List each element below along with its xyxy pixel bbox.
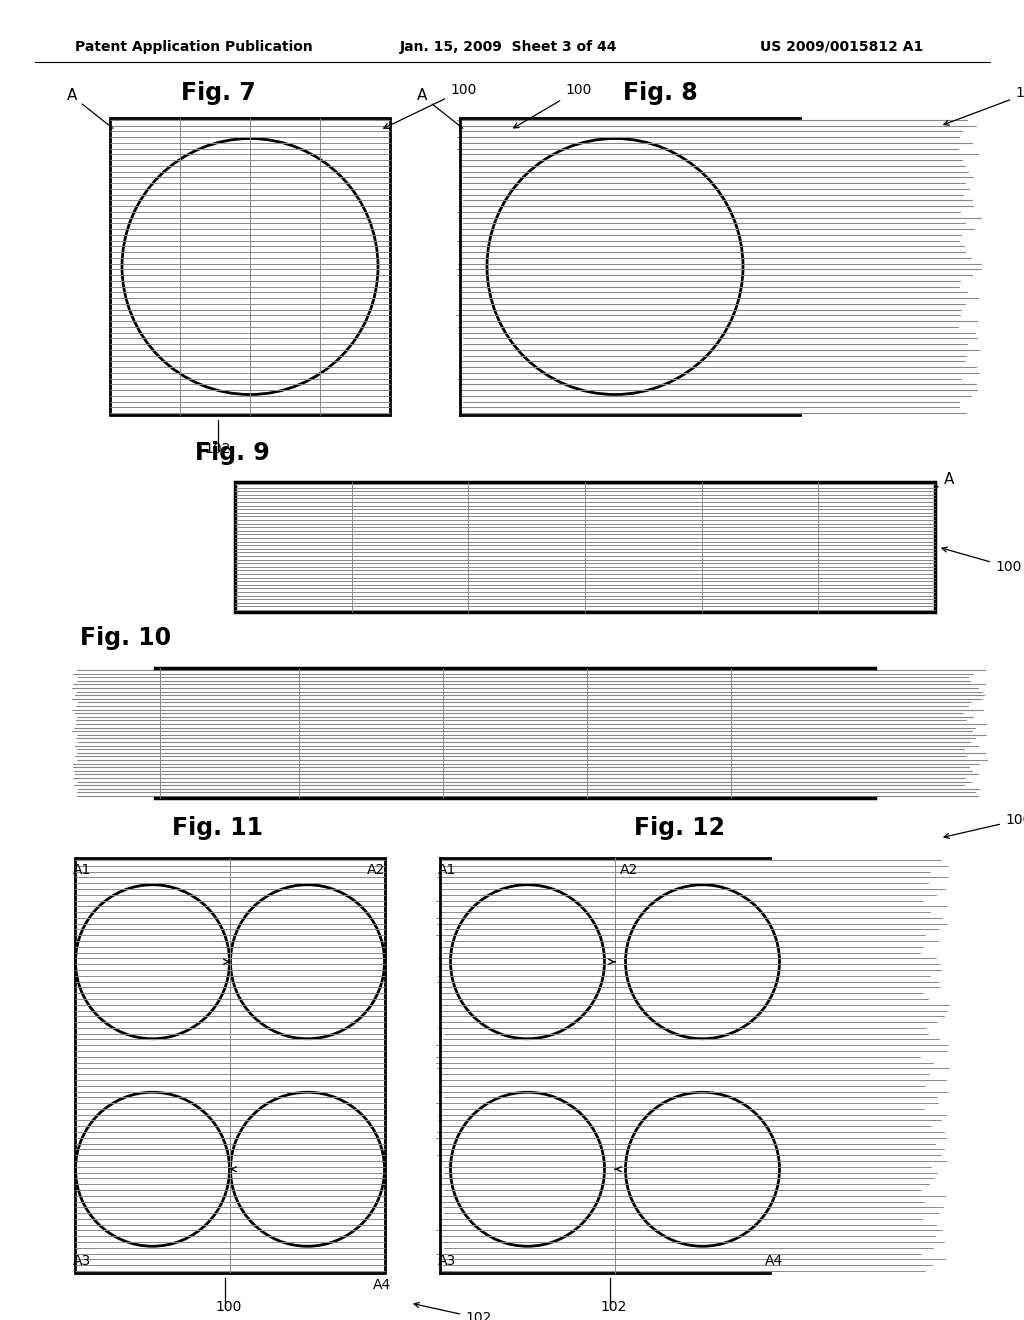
- Text: 102: 102: [414, 1303, 492, 1320]
- Text: A2: A2: [367, 863, 385, 876]
- Text: US 2009/0015812 A1: US 2009/0015812 A1: [760, 40, 924, 54]
- Text: A: A: [944, 473, 954, 487]
- Bar: [234, 482, 935, 612]
- Text: 100: 100: [384, 83, 476, 128]
- Text: A2: A2: [620, 863, 638, 876]
- Text: Fig. 8: Fig. 8: [623, 81, 697, 106]
- Text: 100: 100: [514, 83, 592, 128]
- Text: A3: A3: [73, 1254, 91, 1269]
- Text: 102: 102: [944, 86, 1024, 125]
- Text: A: A: [417, 88, 463, 128]
- Text: A3: A3: [438, 1254, 457, 1269]
- Text: A1: A1: [73, 863, 91, 876]
- Text: 100: 100: [942, 546, 1021, 574]
- Text: A: A: [67, 88, 113, 128]
- Text: 100: 100: [944, 813, 1024, 838]
- Bar: [110, 117, 390, 414]
- Text: 100: 100: [215, 1300, 242, 1313]
- Text: A4: A4: [765, 1254, 783, 1269]
- Text: Jan. 15, 2009  Sheet 3 of 44: Jan. 15, 2009 Sheet 3 of 44: [400, 40, 617, 54]
- Text: Fig. 10: Fig. 10: [80, 626, 171, 649]
- Text: Fig. 9: Fig. 9: [195, 441, 269, 465]
- Text: A1: A1: [438, 863, 457, 876]
- Text: Fig. 7: Fig. 7: [180, 81, 255, 106]
- Text: Patent Application Publication: Patent Application Publication: [75, 40, 312, 54]
- Text: Fig. 11: Fig. 11: [172, 816, 263, 840]
- Text: 102: 102: [205, 442, 231, 455]
- Text: 102: 102: [600, 1300, 627, 1313]
- Text: A4: A4: [373, 1278, 391, 1292]
- Text: Fig. 12: Fig. 12: [635, 816, 725, 840]
- Bar: [75, 858, 385, 1272]
